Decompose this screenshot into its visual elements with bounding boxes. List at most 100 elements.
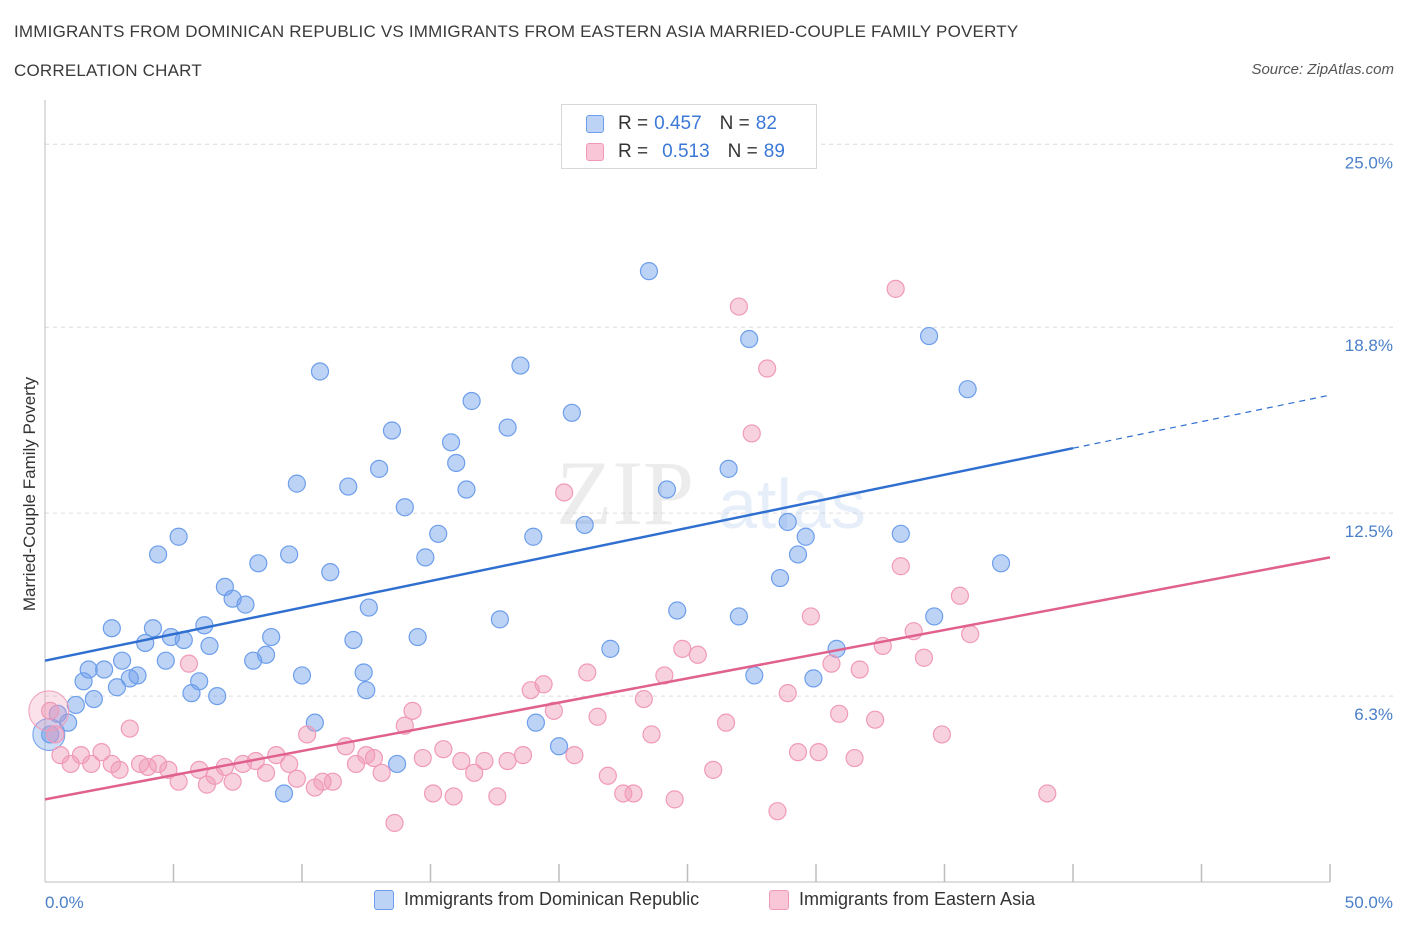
point-dominican	[84, 689, 103, 709]
chart-title-line2: CORRELATION CHART	[14, 61, 202, 80]
point-dominican	[919, 326, 939, 346]
point-dominican	[511, 356, 530, 375]
point-eastern-asia	[716, 713, 736, 732]
point-dominican	[562, 403, 581, 422]
y-tick-label: 6.3%	[1354, 705, 1393, 724]
point-dominican	[200, 636, 219, 656]
trend-line-dominican	[44, 446, 1074, 662]
point-eastern-asia	[742, 424, 761, 443]
point-eastern-asia	[372, 763, 391, 782]
point-dominican	[274, 784, 294, 803]
point-eastern-asia	[534, 675, 553, 694]
legend-swatch-blue	[586, 115, 604, 133]
point-eastern-asia	[287, 769, 306, 788]
y-axis-title: Married-Couple Family Poverty	[20, 376, 39, 611]
point-dominican	[925, 607, 944, 626]
point-eastern-asia	[891, 557, 910, 576]
series-dominican-points	[32, 262, 1011, 803]
legend-row-dominican: R = 0.457 N = 82	[586, 112, 777, 136]
bottom-legend-label-dominican: Immigrants from Dominican Republic	[404, 889, 700, 909]
point-eastern-asia	[914, 648, 934, 667]
point-dominican	[770, 568, 790, 588]
point-eastern-asia	[323, 772, 342, 791]
point-dominican	[310, 362, 330, 381]
point-dominican	[156, 651, 175, 670]
point-dominican	[796, 527, 815, 546]
point-eastern-asia	[179, 654, 199, 673]
point-dominican	[249, 554, 268, 573]
point-dominican	[382, 421, 402, 440]
point-dominican	[359, 598, 378, 617]
point-eastern-asia	[688, 645, 707, 664]
point-eastern-asia	[961, 625, 980, 644]
point-eastern-asia	[555, 483, 574, 502]
point-eastern-asia	[614, 784, 633, 803]
legend-n-label: N =	[719, 113, 750, 134]
point-eastern-asia	[845, 748, 864, 768]
series-eastern-asia-points	[28, 279, 1057, 833]
point-eastern-asia	[138, 757, 157, 777]
legend-r-value: 0.513	[662, 141, 710, 162]
point-eastern-asia	[822, 654, 841, 673]
point-dominican	[441, 433, 461, 452]
point-eastern-asia	[704, 760, 723, 779]
point-dominican	[958, 380, 977, 399]
trend-line-eastern-asia	[44, 556, 1331, 801]
point-dominican	[788, 545, 808, 564]
point-dominican	[344, 630, 363, 650]
y-tick-label: 25.0%	[1345, 153, 1393, 172]
point-dominican	[262, 627, 281, 647]
point-dominican	[416, 548, 435, 567]
point-eastern-asia	[788, 743, 808, 762]
point-dominican	[370, 459, 389, 478]
point-dominican	[208, 686, 227, 706]
legend-r-value: 0.457	[654, 113, 702, 134]
point-dominican	[143, 619, 163, 638]
point-dominican	[804, 669, 823, 688]
point-eastern-asia	[444, 787, 463, 806]
point-eastern-asia	[148, 754, 168, 774]
point-eastern-asia-cluster	[28, 690, 70, 732]
point-eastern-asia	[778, 684, 797, 703]
point-dominican	[387, 754, 407, 774]
point-eastern-asia	[850, 660, 869, 679]
point-dominican	[190, 672, 209, 691]
point-eastern-asia	[223, 772, 242, 791]
watermark-atlas: atlas	[718, 465, 866, 543]
point-eastern-asia	[513, 746, 533, 765]
point-eastern-asia	[729, 297, 749, 316]
point-eastern-asia	[830, 704, 849, 723]
bottom-legend-label-eastern-asia: Immigrants from Eastern Asia	[799, 889, 1036, 909]
point-eastern-asia	[385, 813, 404, 833]
point-dominican	[575, 515, 594, 535]
point-eastern-asia	[256, 763, 276, 782]
legend-n-value: 89	[763, 141, 785, 162]
point-eastern-asia	[673, 639, 692, 658]
point-dominican	[408, 627, 427, 647]
point-eastern-asia	[498, 751, 517, 771]
point-dominican	[891, 524, 910, 543]
legend-row-eastern-asia: R = 0.513 N = 89	[586, 140, 785, 164]
chart-title-line1: IMMIGRANTS FROM DOMINICAN REPUBLIC VS IM…	[14, 22, 1019, 41]
point-dominican	[357, 681, 376, 700]
point-dominican	[339, 477, 358, 496]
bottom-legend-swatch-blue	[374, 889, 394, 910]
point-dominican	[169, 527, 188, 546]
point-dominican	[462, 391, 481, 411]
point-dominican	[287, 474, 306, 493]
point-dominican	[236, 595, 255, 614]
point-eastern-asia	[866, 710, 885, 729]
point-dominican	[102, 619, 121, 638]
point-eastern-asia	[886, 279, 905, 298]
y-tick-label: 12.5%	[1345, 522, 1393, 541]
bottom-legend-eastern-asia: Immigrants from Eastern Asia	[769, 889, 1035, 910]
point-eastern-asia	[932, 725, 952, 744]
legend-swatch-pink	[586, 143, 604, 161]
point-eastern-asia	[41, 701, 60, 720]
point-dominican	[524, 527, 543, 546]
point-dominican	[280, 545, 299, 564]
point-eastern-asia	[413, 748, 432, 768]
correlation-legend: R = 0.457 N = 82 R = 0.513 N = 89	[561, 104, 817, 169]
point-dominican	[79, 660, 98, 679]
